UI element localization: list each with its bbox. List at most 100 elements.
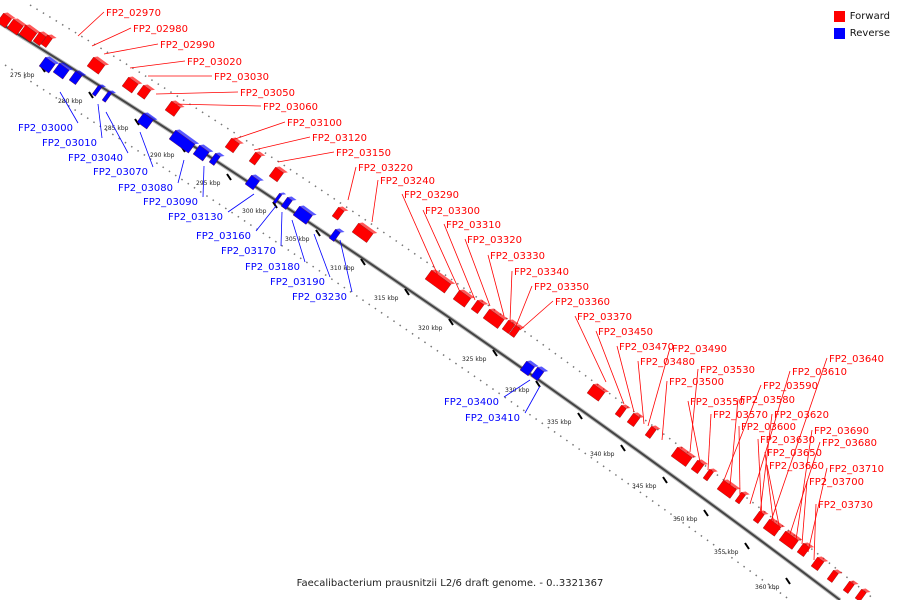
- reverse-gene-face: [530, 366, 545, 381]
- forward-gene-label: FP2_03240: [380, 176, 435, 187]
- reverse-gene: [192, 144, 214, 162]
- forward-gene-face: [424, 269, 452, 294]
- forward-leader-line: [749, 370, 791, 505]
- forward-gene-face: [128, 76, 143, 85]
- tick-label: 320 kbp: [418, 325, 443, 332]
- reverse-leader-line: [59, 91, 79, 124]
- forward-gene-face: [338, 206, 349, 212]
- forward-leader-line: [661, 380, 668, 441]
- legend: Forward Reverse: [833, 8, 890, 42]
- reverse-swatch: [833, 28, 845, 39]
- forward-gene: [670, 446, 697, 467]
- forward-gene-label: FP2_03640: [829, 354, 884, 365]
- forward-gene-label: FP2_03660: [769, 461, 824, 472]
- reverse-leader-line: [227, 193, 255, 213]
- forward-gene-face: [741, 491, 750, 496]
- forward-gene: [86, 56, 110, 75]
- forward-gene-label: FP2_03600: [741, 422, 796, 433]
- forward-gene-face: [762, 518, 782, 537]
- forward-gene-face: [633, 412, 645, 418]
- forward-gene: [810, 556, 829, 571]
- tick-label: 315 kbp: [374, 295, 399, 302]
- reverse-leader-line: [255, 205, 277, 232]
- forward-gene-label: FP2_03470: [619, 342, 674, 353]
- tick-mark: [620, 444, 626, 452]
- reverse-gene-label: FP2_03070: [93, 167, 148, 178]
- forward-gene-label: FP2_03020: [187, 57, 242, 68]
- forward-gene-label: FP2_03570: [713, 410, 768, 421]
- forward-leader-line: [789, 441, 821, 535]
- reverse-leader-line: [280, 211, 283, 247]
- forward-gene-label: FP2_03490: [672, 344, 727, 355]
- forward-gene: [164, 100, 185, 117]
- reverse-gene: [52, 62, 74, 80]
- forward-leader-line: [401, 193, 441, 281]
- tick-label: 280 kbp: [58, 98, 83, 105]
- forward-gene: [586, 383, 610, 402]
- forward-gene-label: FP2_02970: [106, 8, 161, 19]
- forward-gene-label: FP2_03700: [809, 477, 864, 488]
- forward-gene-face: [842, 580, 855, 594]
- tick-mark: [88, 91, 94, 99]
- forward-leader-line: [647, 347, 671, 427]
- forward-gene: [734, 491, 750, 505]
- reverse-gene-face: [537, 366, 549, 372]
- reverse-gene: [519, 360, 539, 377]
- forward-gene-face: [275, 166, 288, 174]
- reverse-gene-label: FP2_03080: [118, 183, 173, 194]
- forward-gene: [690, 459, 709, 474]
- forward-gene-label: FP2_03310: [446, 220, 501, 231]
- tick-label: 350 kbp: [673, 516, 698, 523]
- forward-gene-face: [651, 425, 661, 430]
- reverse-gene-face: [526, 360, 539, 368]
- forward-gene-face: [0, 12, 12, 29]
- forward-gene-face: [136, 84, 152, 100]
- forward-leader-line: [707, 413, 712, 471]
- forward-leader-line: [371, 179, 379, 223]
- forward-gene: [778, 530, 803, 550]
- forward-leader-line: [729, 398, 739, 487]
- forward-gene-face: [849, 580, 859, 585]
- forward-leader-line: [766, 464, 781, 531]
- forward-gene-face: [18, 24, 38, 43]
- reverse-gene-label: FP2_03180: [245, 262, 300, 273]
- forward-leader-line: [347, 166, 357, 201]
- forward-gene-label: FP2_03330: [490, 251, 545, 262]
- reverse-gene-face: [91, 84, 102, 97]
- forward-gene-face: [796, 542, 811, 557]
- tick-mark: [744, 542, 750, 550]
- reverse-leader-line: [339, 239, 353, 293]
- tick-mark: [360, 258, 366, 266]
- forward-gene-label: FP2_03730: [818, 500, 873, 511]
- reverse-gene-face: [45, 56, 60, 65]
- forward-gene-label: FP2_03680: [822, 438, 877, 449]
- forward-gene-face: [268, 166, 284, 183]
- forward-gene: [614, 404, 631, 418]
- reverse-gene-face: [299, 205, 317, 216]
- reverse-gene: [168, 129, 200, 154]
- forward-gene: [752, 510, 769, 524]
- reverse-gene-face: [215, 152, 225, 157]
- forward-gene-label: FP2_03150: [336, 148, 391, 159]
- forward-gene: [501, 319, 520, 334]
- forward-gene-face: [452, 289, 472, 308]
- forward-leader-line: [687, 400, 701, 463]
- forward-leader-line: [801, 480, 808, 545]
- forward-gene-face: [32, 31, 47, 46]
- reverse-gene-face: [199, 144, 214, 153]
- reverse-gene: [136, 112, 158, 130]
- reverse-gene-face: [244, 174, 260, 191]
- forward-leader-line: [757, 438, 763, 519]
- forward-gene: [842, 580, 859, 594]
- tick-mark: [703, 509, 709, 517]
- forward-gene: [702, 468, 718, 482]
- forward-gene: [40, 34, 57, 48]
- forward-gene-face: [861, 588, 871, 593]
- forward-gene-label: FP2_03050: [240, 88, 295, 99]
- forward-leader-line: [813, 503, 817, 561]
- reverse-gene: [38, 56, 60, 74]
- forward-gene-face: [13, 18, 28, 27]
- forward-gene-face: [723, 479, 741, 490]
- forward-leader-line: [689, 368, 699, 453]
